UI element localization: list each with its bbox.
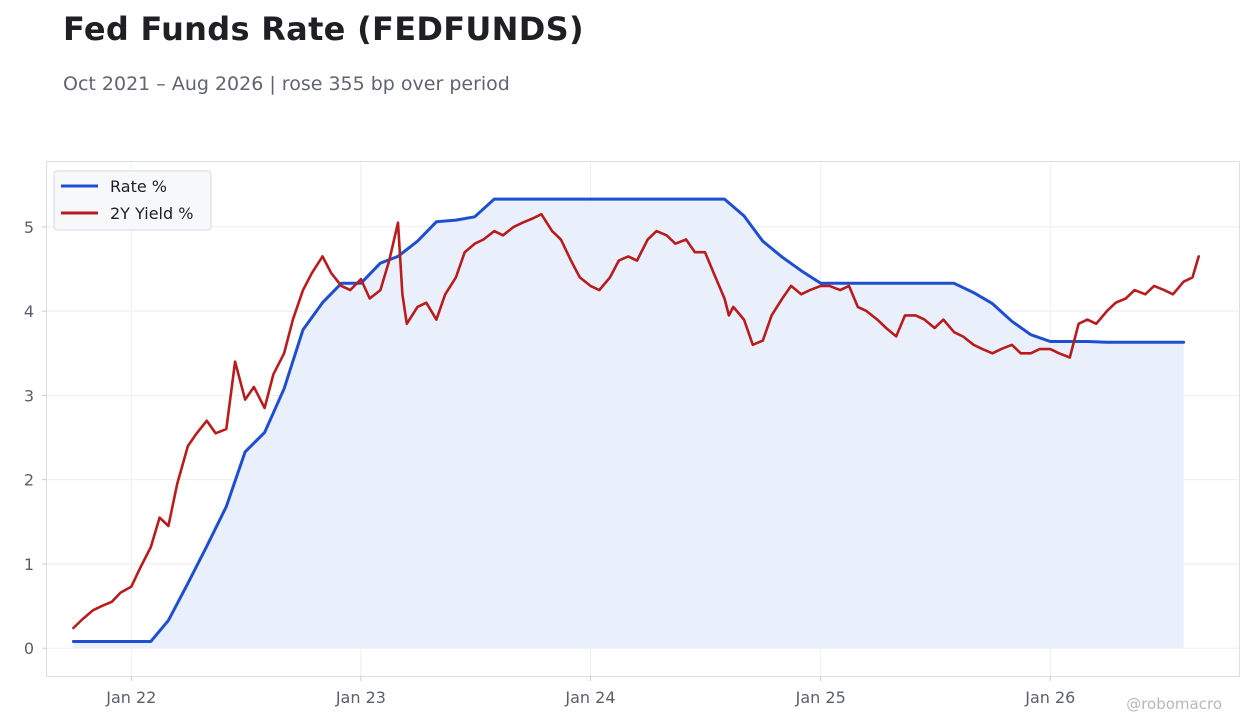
area-layer xyxy=(73,199,1184,649)
y-tick-label: 4 xyxy=(24,302,34,321)
plot-frame xyxy=(46,161,1240,677)
y-tick-label: 2 xyxy=(24,471,34,490)
watermark: @robomacro xyxy=(1126,695,1222,713)
y-tick-label: 0 xyxy=(24,639,34,658)
legend: Rate % 2Y Yield % xyxy=(53,170,212,231)
chart-subtitle: Oct 2021 – Aug 2026 | rose 355 bp over p… xyxy=(63,73,510,95)
y-tick-label: 1 xyxy=(24,555,34,574)
legend-label-0: Rate % xyxy=(110,177,167,196)
chart-title: Fed Funds Rate (FEDFUNDS) xyxy=(63,10,584,48)
x-tick-label: Jan 25 xyxy=(795,688,846,707)
x-tick-label: Jan 22 xyxy=(105,688,156,707)
series-line-1 xyxy=(72,212,1200,630)
y-tick-label: 3 xyxy=(24,386,34,405)
series-area-0 xyxy=(73,199,1184,649)
legend-label-1: 2Y Yield % xyxy=(110,204,193,223)
x-tick-label: Jan 23 xyxy=(335,688,386,707)
y-tick-label: 5 xyxy=(24,218,34,237)
x-tick-label: Jan 26 xyxy=(1024,688,1075,707)
tick-labels: 0 1 2 3 4 5 Jan 22 Jan 23 Jan 24 Jan 25 Jan 26 xyxy=(24,218,1076,707)
x-tick-label: Jan 24 xyxy=(564,688,615,707)
series-line-0 xyxy=(71,197,1186,643)
line-layer xyxy=(71,197,1200,643)
